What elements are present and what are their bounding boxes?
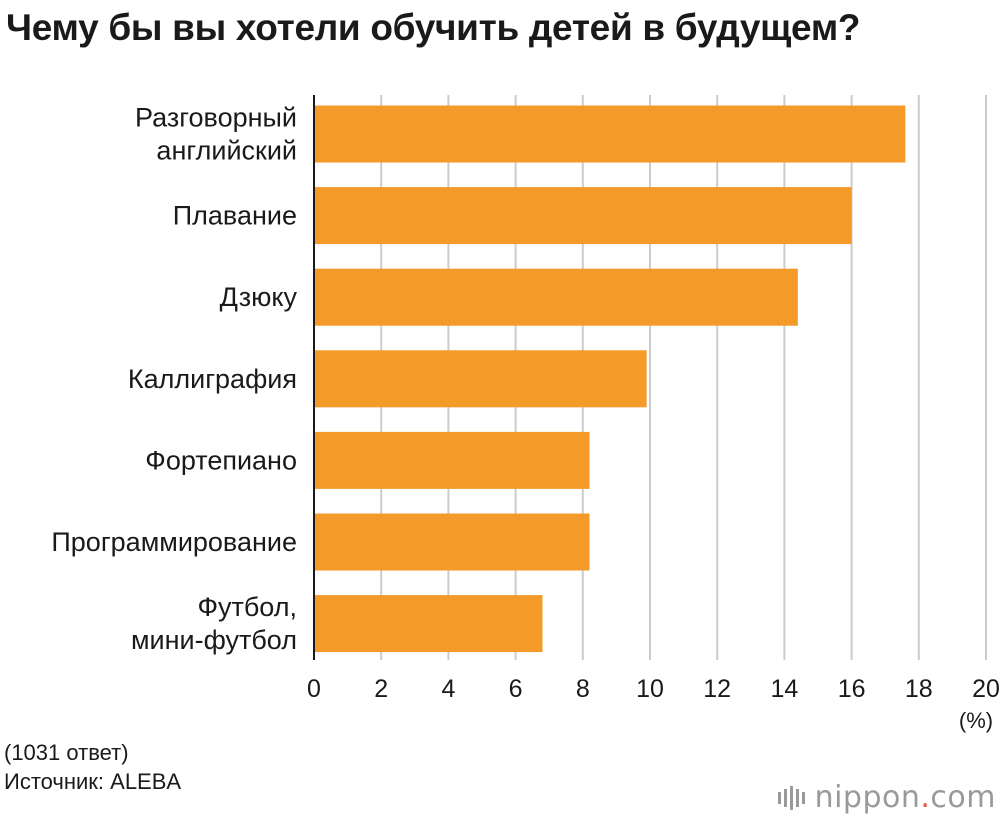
x-tick-label: 16 xyxy=(838,675,866,703)
category-label: Дзюку xyxy=(220,282,298,312)
category-label: Каллиграфия xyxy=(128,364,297,394)
brand-dot: . xyxy=(920,780,931,815)
footnotes: (1031 ответ) Источник: ALEBA xyxy=(4,738,181,796)
category-label: мини-футбол xyxy=(131,625,297,655)
category-label: Фортепиано xyxy=(145,445,297,475)
x-tick-label: 4 xyxy=(441,675,455,703)
bar xyxy=(314,187,852,245)
brand-logo: nippon.com xyxy=(777,780,996,815)
category-label: английский xyxy=(156,136,297,166)
category-label: Плавание xyxy=(173,201,297,231)
bar xyxy=(314,105,906,163)
brand-tld: com xyxy=(930,780,996,815)
x-tick-label: 2 xyxy=(374,675,388,703)
x-tick-label: 18 xyxy=(905,675,933,703)
category-label: Футбол, xyxy=(197,592,297,622)
x-tick-label: 12 xyxy=(703,675,731,703)
unit-label: (%) xyxy=(959,708,993,733)
bar xyxy=(314,595,543,653)
chart-title: Чему бы вы хотели обучить детей в будуще… xyxy=(6,7,861,48)
bar xyxy=(314,513,590,571)
bars xyxy=(314,105,906,653)
category-label: Разговорный xyxy=(135,103,297,133)
source-note: Источник: ALEBA xyxy=(4,769,182,794)
x-tick-label: 6 xyxy=(509,675,523,703)
category-label: Программирование xyxy=(51,527,297,557)
x-tick-label: 10 xyxy=(636,675,664,703)
brand-name: nippon xyxy=(814,780,921,815)
x-tick-label: 0 xyxy=(307,675,321,703)
x-axis-ticks: 0 2 4 6 8 10 12 14 16 18 20 xyxy=(307,675,1000,703)
bar xyxy=(314,431,590,489)
sample-size-note: (1031 ответ) xyxy=(4,740,129,765)
x-tick-label: 20 xyxy=(972,675,1000,703)
brand-mark-icon xyxy=(777,785,805,810)
x-tick-label: 8 xyxy=(576,675,590,703)
bar xyxy=(314,350,647,408)
bar xyxy=(314,268,798,326)
x-tick-label: 14 xyxy=(770,675,798,703)
